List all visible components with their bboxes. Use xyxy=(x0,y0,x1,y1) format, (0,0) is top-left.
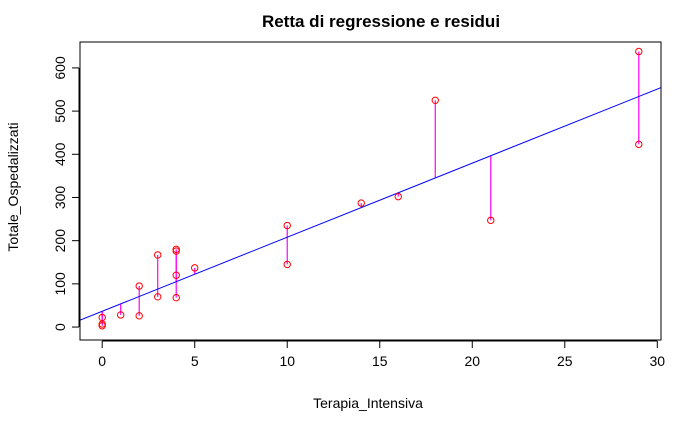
y-tick-label: 300 xyxy=(52,186,68,210)
y-tick-label: 600 xyxy=(52,56,68,80)
y-tick-label: 100 xyxy=(52,272,68,296)
y-tick-label: 0 xyxy=(52,323,68,331)
data-point xyxy=(154,251,162,259)
data-point xyxy=(172,245,180,254)
x-tick-label: 10 xyxy=(279,353,295,369)
regression-line xyxy=(80,87,661,321)
plot-frame xyxy=(79,41,662,341)
x-axis-title: Terapia_Intensiva xyxy=(313,395,423,411)
data-point xyxy=(172,271,180,279)
data-point xyxy=(98,313,106,322)
data-point xyxy=(357,199,365,207)
x-tick-label: 5 xyxy=(191,353,199,369)
x-tick-label: 15 xyxy=(372,353,388,369)
data-point xyxy=(283,221,291,230)
y-tick-label: 200 xyxy=(52,229,68,253)
data-point xyxy=(394,192,402,201)
y-tick-label: 500 xyxy=(52,99,68,123)
chart-title: Retta di regressione e residui xyxy=(262,12,500,31)
x-tick-label: 0 xyxy=(98,353,106,369)
data-point xyxy=(191,264,199,272)
data-point xyxy=(635,47,643,56)
data-point xyxy=(135,282,143,290)
data-point xyxy=(431,96,439,105)
y-tick-label: 400 xyxy=(52,142,68,166)
data-point xyxy=(172,293,180,302)
data-point xyxy=(154,293,162,301)
x-tick-label: 20 xyxy=(464,353,480,369)
data-point xyxy=(135,312,143,320)
x-tick-label: 30 xyxy=(650,353,666,369)
data-point xyxy=(283,260,291,269)
y-axis-title: Totale_Ospedalizzati xyxy=(5,122,21,251)
data-point xyxy=(487,216,495,225)
data-point xyxy=(635,140,643,149)
data-point xyxy=(117,311,125,319)
x-tick-label: 25 xyxy=(557,353,573,369)
